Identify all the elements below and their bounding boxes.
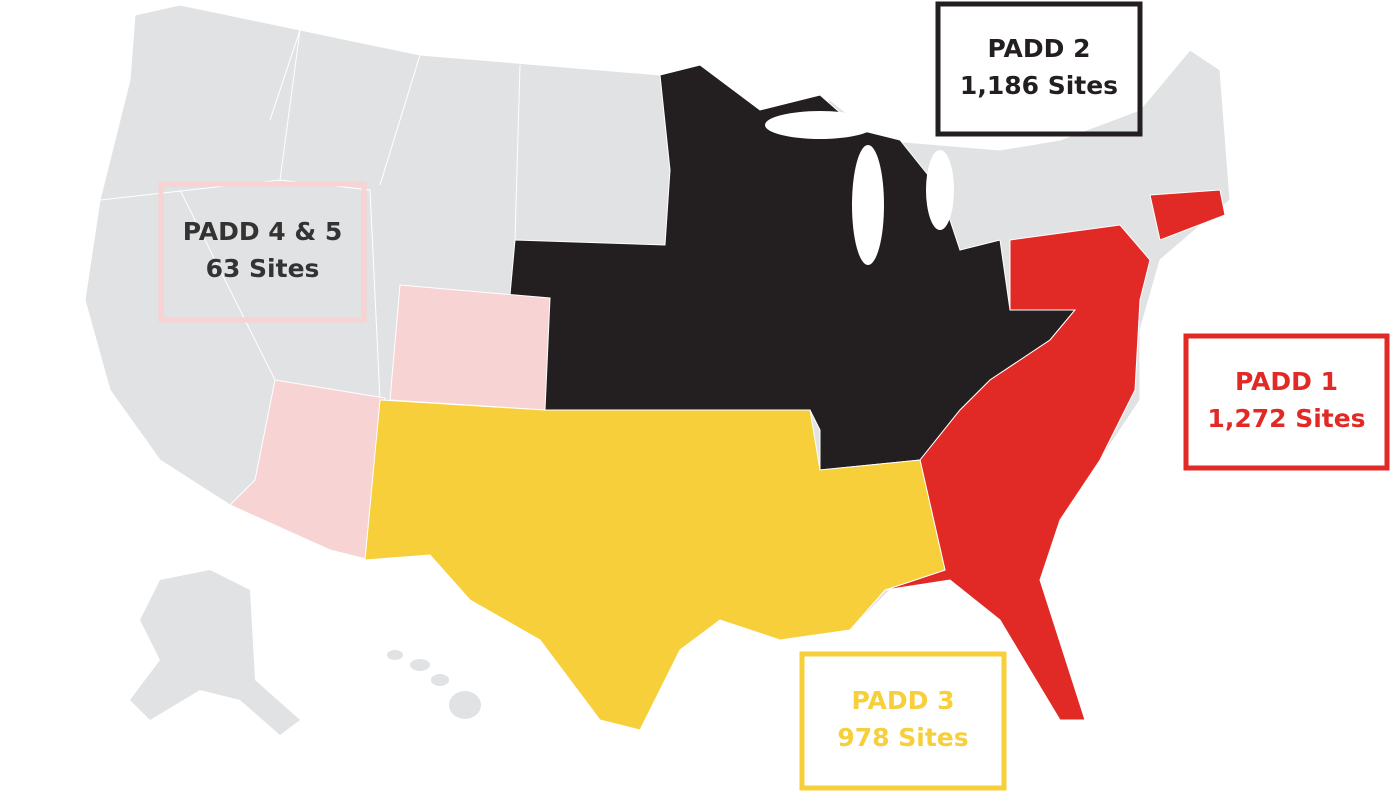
region-shape — [364, 399, 946, 731]
region-box — [1183, 333, 1390, 471]
region-sites: 978 Sites — [837, 723, 968, 752]
region-box — [158, 181, 367, 323]
hawaii — [387, 650, 481, 719]
region-box — [799, 651, 1007, 791]
region-sites: 1,186 Sites — [960, 71, 1118, 100]
region-shape — [1149, 189, 1226, 241]
region-sites: 1,272 Sites — [1207, 404, 1365, 433]
region-name: PADD 1 — [1235, 367, 1338, 396]
region-shape — [884, 224, 1151, 721]
region-shape — [229, 379, 386, 561]
region-name: PADD 3 — [852, 686, 955, 715]
region-name: PADD 2 — [988, 34, 1091, 63]
alaska — [130, 570, 300, 735]
region-box — [935, 1, 1143, 137]
region-sites: 63 Sites — [206, 254, 320, 283]
region-name: PADD 4 & 5 — [183, 217, 343, 246]
lake-michigan — [852, 145, 884, 265]
lake-huron — [926, 150, 954, 230]
lake-superior — [765, 111, 875, 139]
region-shape — [389, 284, 551, 411]
